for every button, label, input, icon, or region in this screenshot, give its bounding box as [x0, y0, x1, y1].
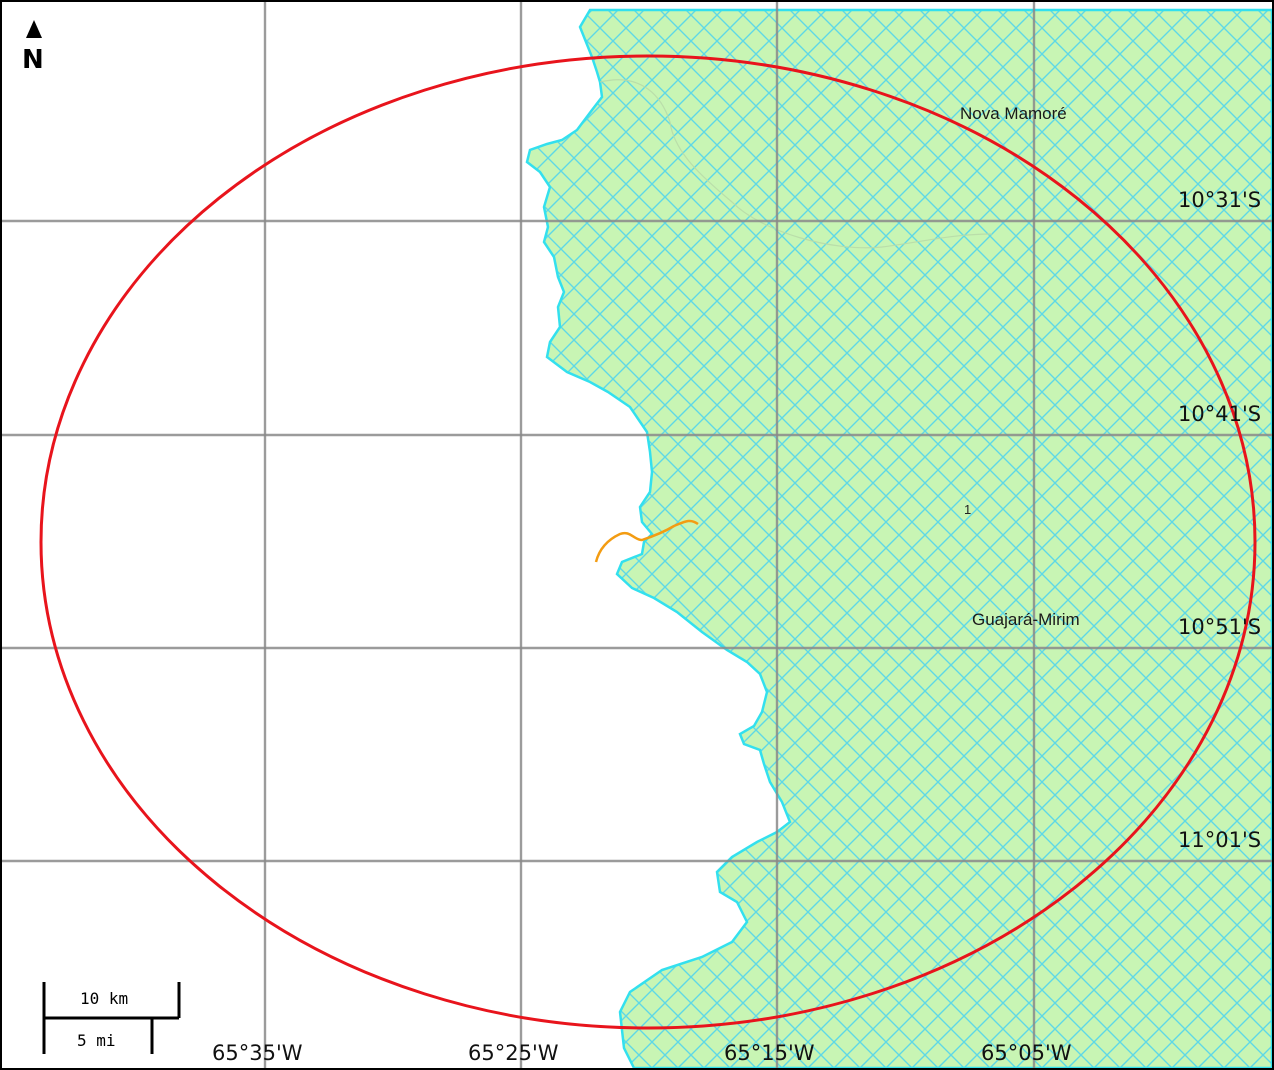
longitude-label: 65°25'W: [468, 1041, 559, 1065]
hatched-region: [525, 8, 1272, 1068]
river-line: [594, 519, 699, 563]
latitude-label: 10°41'S: [1178, 402, 1261, 426]
longitude-label: 65°35'W: [212, 1041, 303, 1065]
radius-ellipse: [39, 54, 1257, 1030]
longitude-label: 65°15'W: [724, 1041, 815, 1065]
scale-label-km: 10 km: [80, 989, 128, 1008]
place-label-guajara-mirim: Guajará-Mirim: [972, 610, 1080, 629]
district-outline: [599, 79, 993, 249]
latitude-label: 10°31'S: [1178, 188, 1261, 212]
longitude-label: 65°05'W: [981, 1041, 1072, 1065]
north-arrow-icon: N: [22, 20, 44, 75]
scale-label-mi: 5 mi: [77, 1031, 116, 1050]
feature-id-label: 1: [964, 502, 971, 517]
latitude-label: 11°01'S: [1178, 828, 1261, 852]
north-letter: N: [22, 45, 44, 75]
place-label-nova-mamore: Nova Mamoré: [960, 104, 1067, 123]
latitude-label: 10°51'S: [1178, 615, 1261, 639]
scale-bar: 10 km 5 mi: [42, 982, 181, 1054]
